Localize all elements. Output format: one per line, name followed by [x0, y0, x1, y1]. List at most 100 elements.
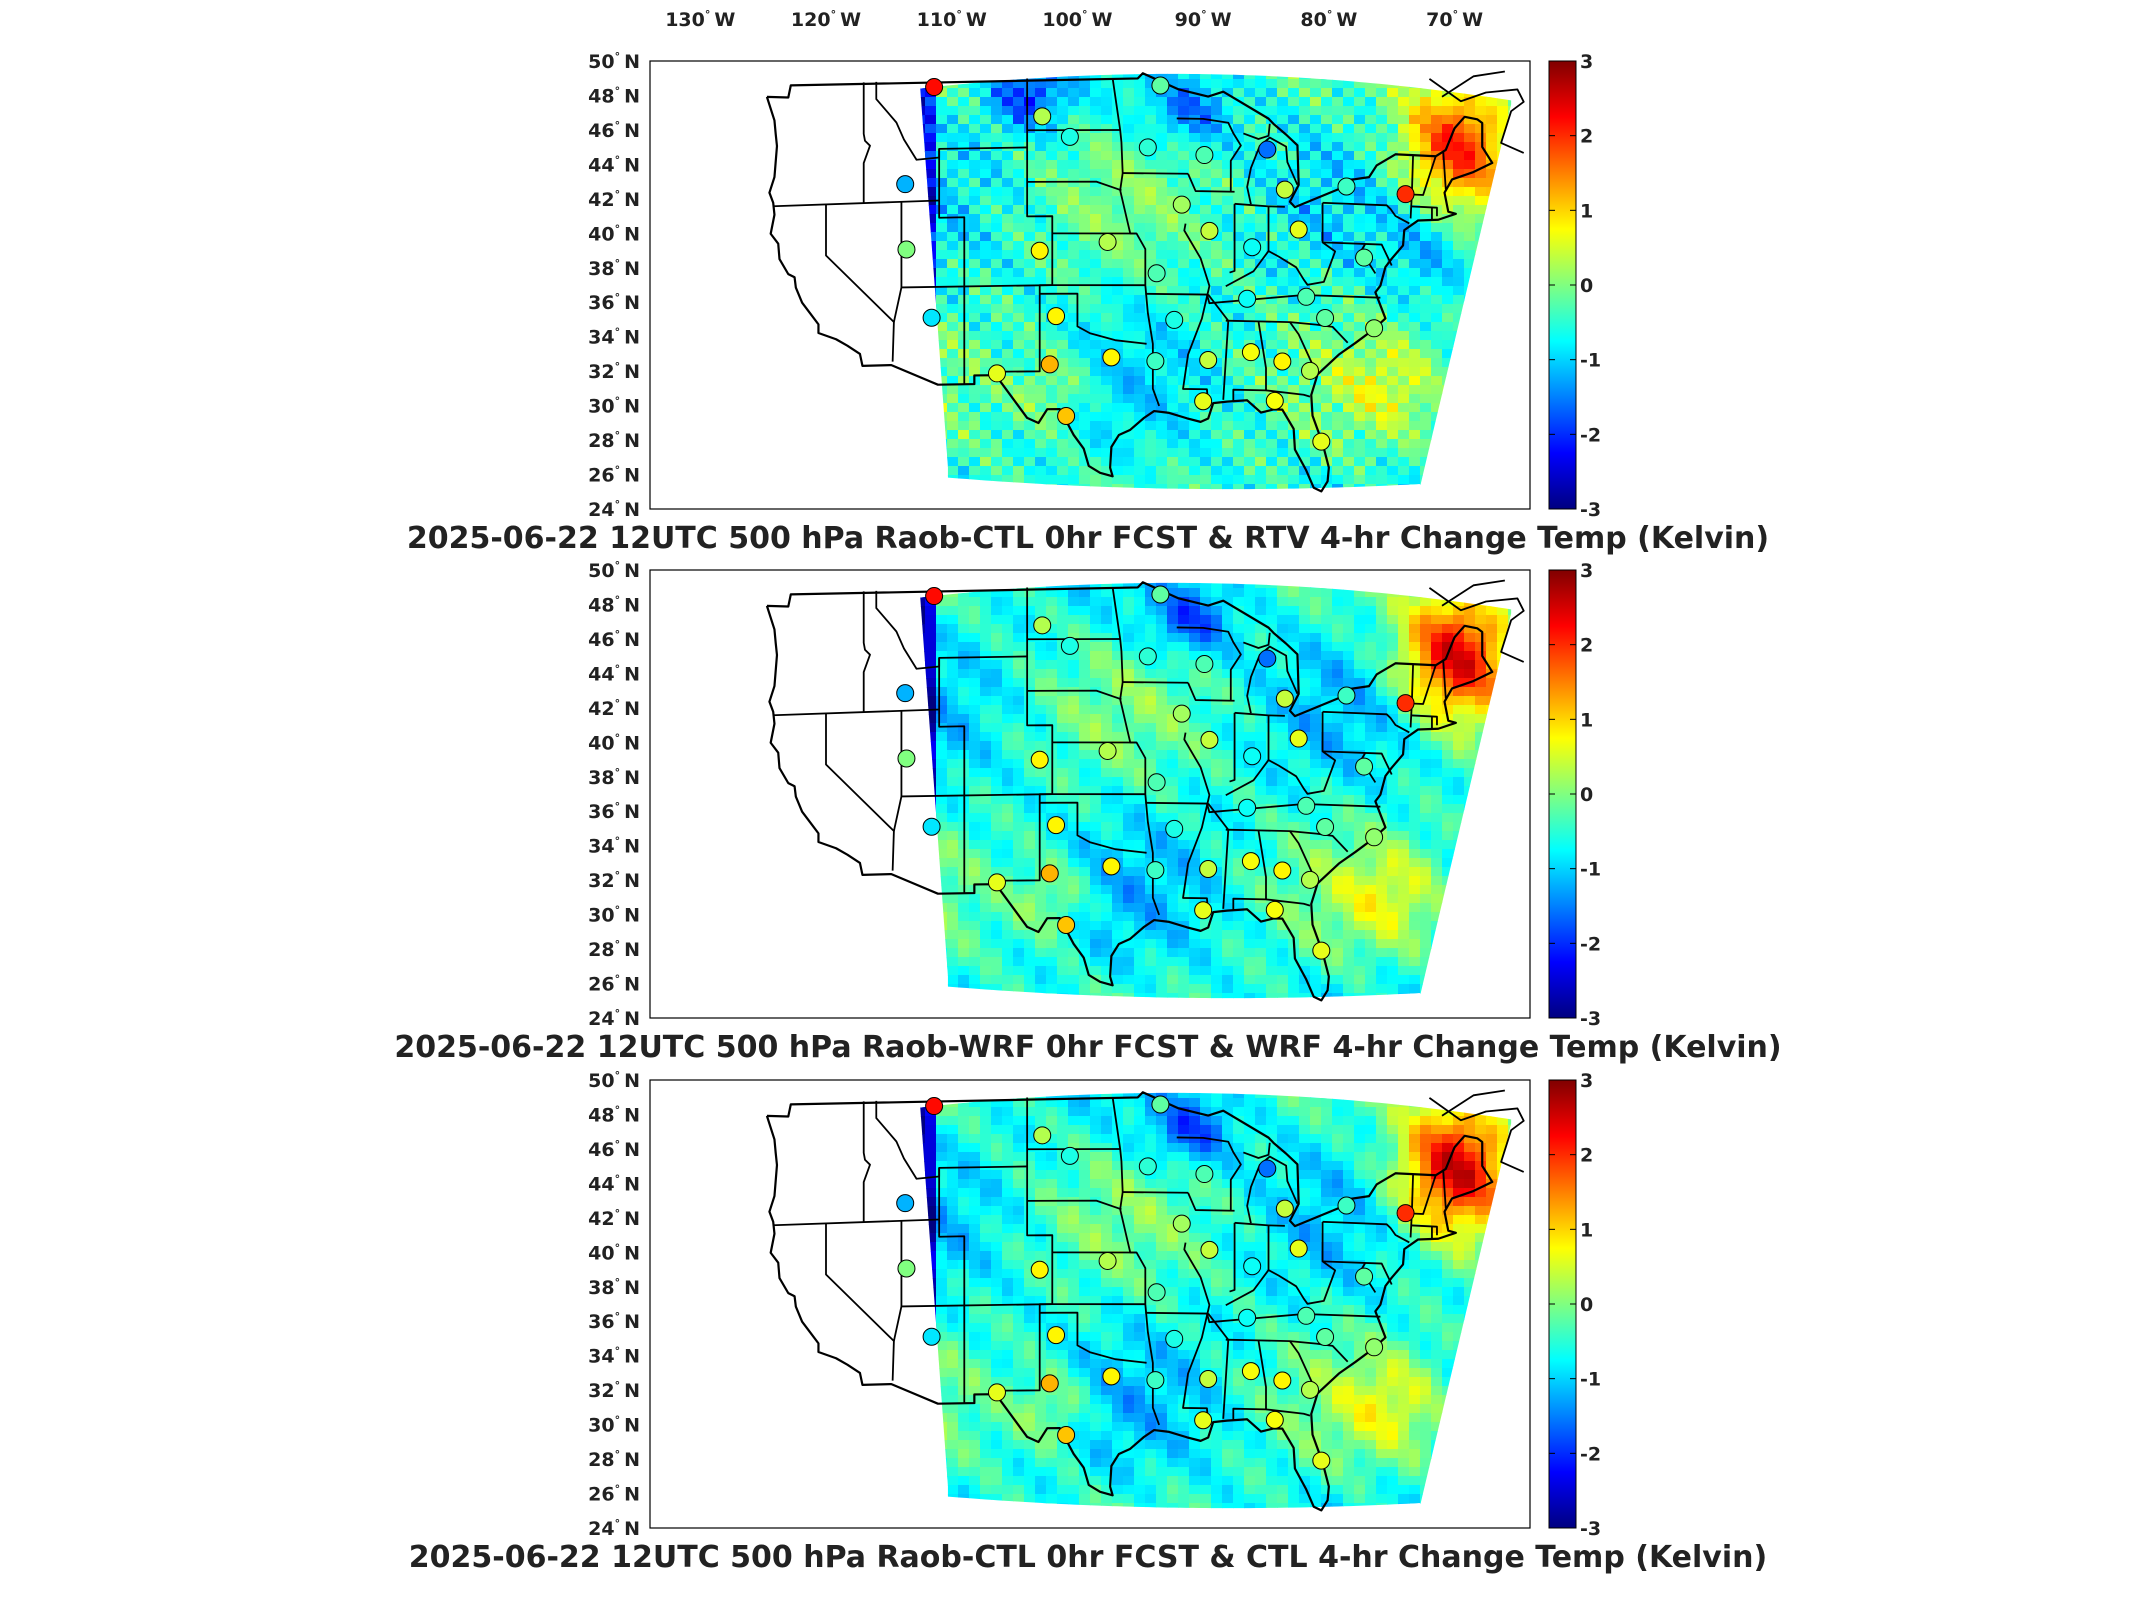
- latitude-suffix: N: [624, 258, 640, 280]
- state-line: [1187, 173, 1235, 193]
- degree-symbol: °: [615, 1069, 621, 1082]
- raob-station-marker: [1146, 861, 1165, 880]
- latitude-label: 26° N: [588, 1483, 640, 1506]
- degree-symbol: °: [615, 360, 621, 373]
- latitude-value: 48: [588, 594, 614, 616]
- degree-symbol: °: [615, 662, 621, 675]
- degree-symbol: °: [615, 1007, 621, 1020]
- raob-station-marker: [1060, 636, 1079, 655]
- latitude-suffix: N: [624, 870, 640, 892]
- state-line: [1122, 681, 1189, 684]
- state-line: [1431, 1225, 1438, 1236]
- colorbar-tick-label: -1: [1580, 350, 1601, 372]
- raob-station-marker: [1060, 1146, 1079, 1165]
- raob-station-marker: [1301, 361, 1319, 380]
- map-frame: [649, 569, 1531, 1019]
- degree-symbol: °: [615, 1172, 621, 1185]
- latitude-suffix: N: [624, 327, 640, 349]
- raob-station-marker: [1297, 796, 1316, 815]
- raob-station-marker: [897, 1259, 916, 1278]
- longitude-suffix: W: [1336, 9, 1357, 31]
- degree-symbol: °: [956, 8, 962, 21]
- latitude-suffix: N: [624, 939, 640, 961]
- latitude-label: 32° N: [588, 360, 640, 383]
- raob-station-marker: [1033, 1126, 1052, 1145]
- state-line: [1289, 1340, 1318, 1393]
- state-line: [1182, 1242, 1211, 1423]
- raob-station-marker: [1365, 1338, 1384, 1357]
- latitude-value: 36: [588, 801, 614, 823]
- raob-station-marker: [1316, 309, 1335, 328]
- state-line: [1176, 117, 1242, 192]
- state-line: [1258, 320, 1349, 344]
- latitude-value: 26: [588, 465, 614, 487]
- degree-symbol: °: [615, 291, 621, 304]
- state-line: [1411, 1175, 1437, 1215]
- state-line: [1411, 714, 1433, 729]
- state-line: [1243, 1142, 1271, 1159]
- state-line: [1039, 292, 1147, 345]
- raob-station-marker: [1355, 757, 1374, 776]
- longitude-suffix: W: [840, 9, 861, 31]
- latitude-suffix: N: [624, 1104, 640, 1126]
- raob-station-marker: [1194, 392, 1213, 411]
- latitude-label: 40° N: [588, 222, 640, 245]
- state-boundaries: [765, 1089, 1525, 1512]
- latitude-value: 40: [588, 223, 614, 245]
- raob-station-marker: [1312, 1451, 1331, 1470]
- latitude-label: 38° N: [588, 257, 640, 280]
- latitude-label: 36° N: [588, 291, 640, 314]
- state-line: [1411, 205, 1433, 220]
- raob-station-marker: [1030, 750, 1049, 769]
- map-panels: 50° N48° N46° N44° N42° N40° N38° N36° N34° N32° N…: [394, 50, 1781, 1575]
- state-line: [1234, 711, 1285, 717]
- degree-symbol: °: [831, 8, 837, 21]
- raob-station-marker: [1199, 350, 1218, 369]
- degree-symbol: °: [615, 498, 621, 511]
- latitude-suffix: N: [624, 1449, 640, 1471]
- latitude-value: 42: [588, 698, 614, 720]
- latitude-suffix: N: [624, 801, 640, 823]
- raob-station-marker: [1238, 798, 1257, 817]
- latitude-label: 28° N: [588, 429, 640, 452]
- raob-station-marker: [1040, 864, 1059, 883]
- degree-symbol: °: [615, 326, 621, 339]
- latitude-suffix: N: [624, 836, 640, 858]
- colorbar-tick-label: -3: [1580, 1518, 1601, 1540]
- state-line: [862, 1101, 871, 1222]
- longitude-axis-labels: 130° W 120° W 110° W 100° W 90° W 80° W 70° W: [665, 8, 1483, 31]
- latitude-suffix: N: [624, 905, 640, 927]
- latitude-value: 24: [588, 1008, 614, 1030]
- state-line: [1234, 1221, 1285, 1227]
- latitude-label: 30° N: [588, 395, 640, 418]
- latitude-suffix: N: [624, 361, 640, 383]
- state-line: [1428, 587, 1525, 663]
- longitude-suffix: W: [1462, 9, 1483, 31]
- raob-station-marker: [1312, 432, 1331, 451]
- latitude-suffix: N: [624, 663, 640, 685]
- degree-symbol: °: [615, 50, 621, 63]
- longitude-suffix: W: [966, 9, 987, 31]
- raob-station-marker: [1258, 140, 1277, 159]
- state-line: [825, 712, 895, 871]
- latitude-axis-labels: 50° N48° N46° N44° N42° N40° N38° N36° N34° N32° N…: [588, 1069, 640, 1540]
- raob-station-marker: [896, 1194, 915, 1213]
- raob-station-marker: [1297, 1306, 1316, 1325]
- degree-symbol: °: [615, 904, 621, 917]
- state-line: [1442, 1170, 1447, 1209]
- latitude-label: 30° N: [588, 904, 640, 927]
- latitude-suffix: N: [624, 1518, 640, 1540]
- raob-station-marker: [1337, 686, 1356, 705]
- latitude-value: 34: [588, 836, 614, 858]
- latitude-value: 40: [588, 1242, 614, 1264]
- temperature-field: [919, 1092, 1512, 1509]
- degree-symbol: °: [1201, 8, 1207, 21]
- temperature-field: [919, 73, 1512, 490]
- latitude-suffix: N: [624, 1484, 640, 1506]
- raob-station-marker: [1098, 1251, 1117, 1270]
- colorbar-tick-label: 3: [1580, 51, 1593, 73]
- state-line: [875, 81, 1028, 161]
- latitude-suffix: N: [624, 430, 640, 452]
- state-line: [1265, 1408, 1311, 1417]
- latitude-value: 34: [588, 327, 614, 349]
